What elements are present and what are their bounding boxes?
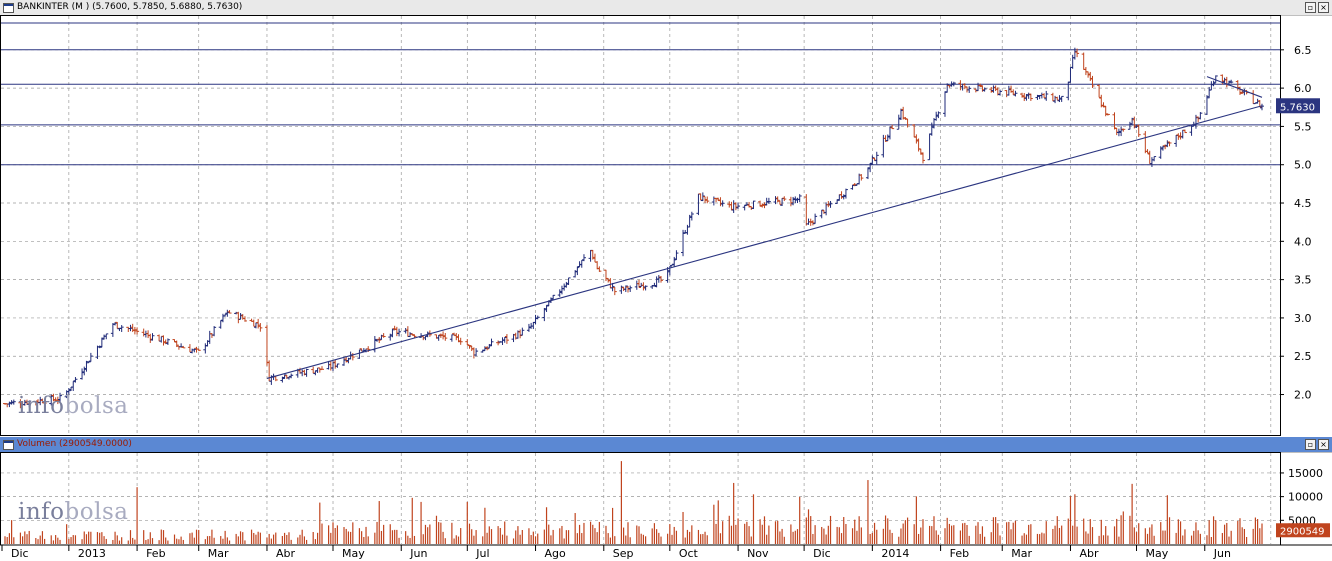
price-tick-label: 4.0 [1294, 235, 1312, 248]
price-title: BANKINTER (M ) (5.7600, 5.7850, 5.6880, … [17, 2, 243, 12]
price-tick-label: 2.5 [1294, 350, 1312, 363]
price-tick-label: 2.0 [1294, 389, 1312, 402]
last-price-label: 5.7630 [1280, 102, 1315, 113]
price-tick-label: 3.5 [1294, 274, 1312, 287]
volume-tick-label: 15000 [1288, 467, 1323, 480]
x-axis-label: Nov [747, 547, 769, 560]
x-axis-label: 2014 [881, 547, 909, 560]
volume-title: Volumen (2900549.0000) [17, 439, 132, 449]
x-axis-label: May [1146, 547, 1169, 560]
window-icon [3, 440, 14, 450]
close-icon[interactable]: × [1318, 439, 1329, 450]
x-axis-label: Jul [475, 547, 489, 560]
trendline [1206, 76, 1263, 98]
price-tick-label: 6.5 [1294, 44, 1312, 57]
restore-icon[interactable]: ▫ [1305, 2, 1316, 13]
volume-tick-label: 10000 [1288, 491, 1323, 504]
volume-title-bar: Volumen (2900549.0000) ▫ × [0, 437, 1332, 453]
x-axis-label: Oct [679, 547, 699, 560]
x-axis-label: Jun [409, 547, 427, 560]
price-tick-label: 6.0 [1294, 82, 1312, 95]
window-icon [3, 3, 14, 13]
volume-panel: Volumen (2900549.0000) ▫ × 5000 10000 1500… [0, 437, 1332, 561]
x-axis-label: Mar [208, 547, 229, 560]
last-volume-box [1276, 523, 1330, 538]
infobolsa-watermark-price: infobolsa [18, 393, 129, 419]
x-axis-label: 2013 [78, 547, 106, 560]
x-axis-label: Abr [276, 547, 296, 560]
infobolsa-watermark-volume: infobolsa [18, 499, 129, 525]
price-panel: BANKINTER (M ) (5.7600, 5.7850, 5.6880, … [0, 0, 1332, 436]
x-axis-label: May [342, 547, 365, 560]
price-tick-label: 5.5 [1294, 120, 1312, 133]
x-axis-label: Sep [613, 547, 634, 560]
x-axis-label: Dic [813, 547, 831, 560]
x-axis-label: Ago [545, 547, 567, 560]
x-axis-label: Abr [1079, 547, 1099, 560]
x-axis-label: Feb [950, 547, 969, 560]
x-axis-label: Dic [11, 547, 29, 560]
price-title-bar: BANKINTER (M ) (5.7600, 5.7850, 5.6880, … [0, 0, 1332, 16]
close-icon[interactable]: × [1318, 2, 1329, 13]
price-tick-label: 3.0 [1294, 312, 1312, 325]
last-price-box [1276, 98, 1320, 114]
volume-bars [4, 461, 1263, 544]
price-tick-label: 5.0 [1294, 159, 1312, 172]
last-volume-label: 2900549 [1280, 526, 1325, 537]
price-plot-frame [0, 15, 1281, 436]
ohlc-bars [3, 47, 1264, 409]
price-tick-label: 4.5 [1294, 197, 1312, 210]
x-axis-label: Jun [1213, 547, 1231, 560]
restore-icon[interactable]: ▫ [1305, 439, 1316, 450]
trendline [266, 105, 1263, 379]
x-axis-label: Mar [1011, 547, 1032, 560]
volume-plot-frame [0, 452, 1281, 546]
x-axis-label: Feb [146, 547, 165, 560]
price-chart: 2.0 2.5 3.0 3.5 4.0 4.5 5.0 5.5 6.0 6.5 5.7630 [0, 15, 1320, 436]
